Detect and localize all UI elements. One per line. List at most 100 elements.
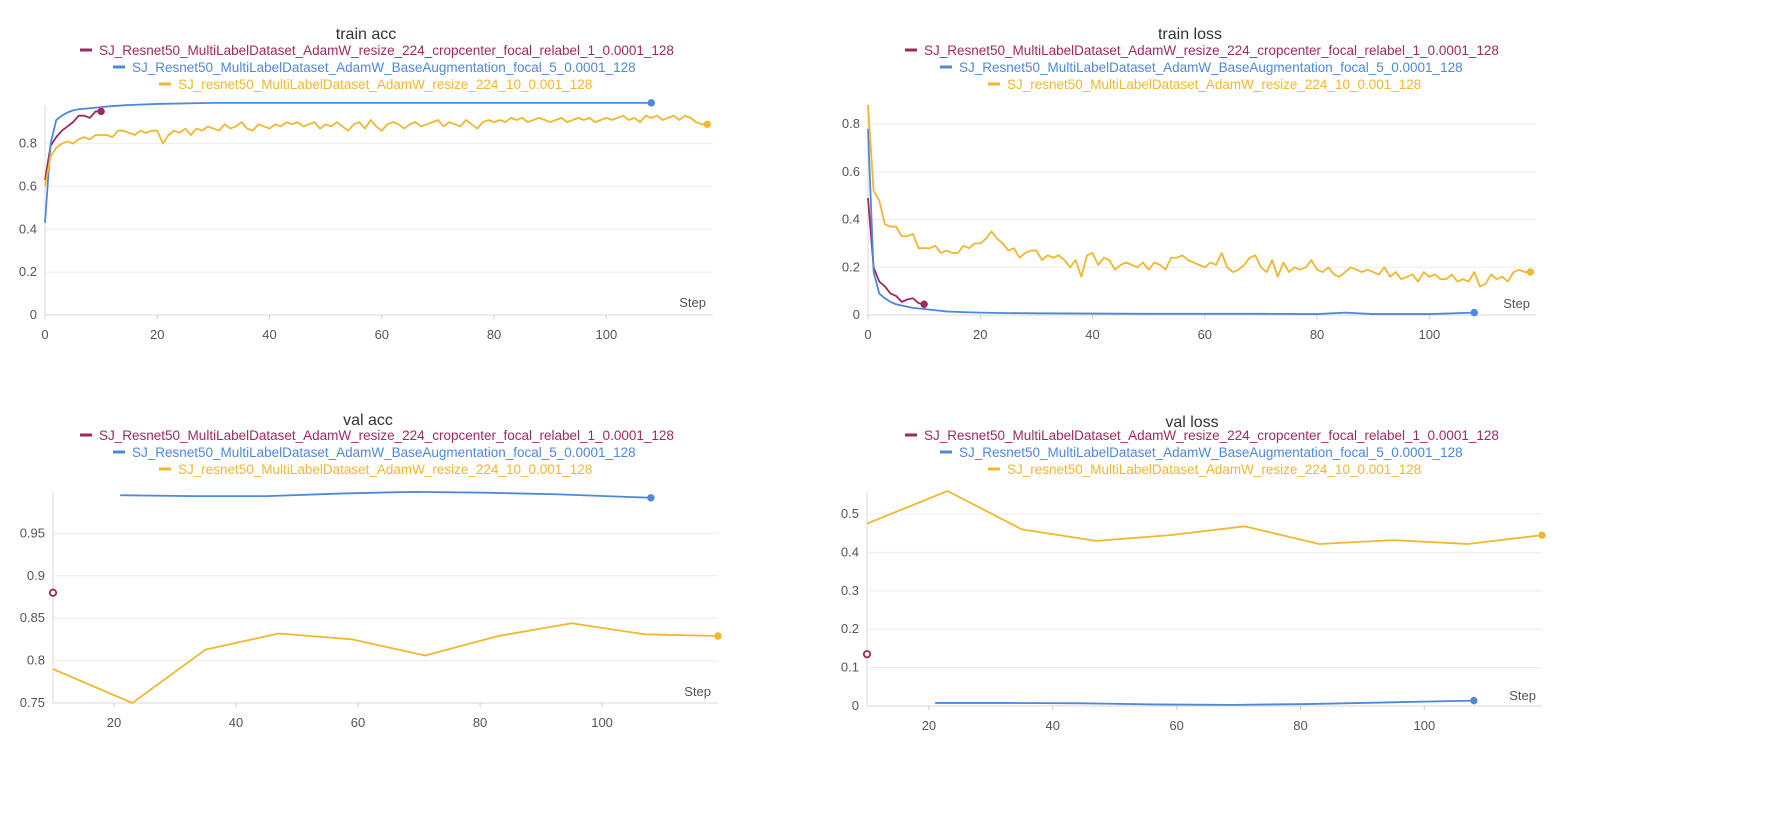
x-tick-label: 0 [41,327,48,342]
y-tick-label: 0.9 [27,568,45,583]
x-tick-label: 60 [1169,718,1183,733]
legend-label: SJ_Resnet50_MultiLabelDataset_AdamW_resi… [99,43,674,58]
legend-entry[interactable]: SJ_Resnet50_MultiLabelDataset_AdamW_Base… [940,60,1463,75]
series-line[interactable] [120,490,651,499]
legend-label: SJ_Resnet50_MultiLabelDataset_AdamW_Base… [959,60,1463,75]
x-tick-label: 80 [487,327,501,342]
chart-title: train acc [336,26,396,43]
x-tick-label: 20 [150,327,164,342]
y-tick-label: 0.2 [841,621,859,636]
chart-title: val loss [1165,414,1218,431]
y-tick-label: 0.6 [19,178,37,193]
x-tick-label: 40 [262,327,276,342]
x-tick-label: 40 [229,715,243,730]
series-end-point[interactable] [48,588,58,597]
y-tick-label: 0 [852,698,859,713]
legend-entry[interactable]: SJ_resnet50_MultiLabelDataset_AdamW_resi… [988,462,1421,477]
legend-label: SJ_resnet50_MultiLabelDataset_AdamW_resi… [178,77,592,92]
series-end-point[interactable] [97,107,105,116]
chart-panel-val-acc: val acc SJ_Resnet50_MultiLabelDataset_Ada… [0,400,887,836]
series-end-point[interactable] [1526,268,1535,276]
legend-label: SJ_resnet50_MultiLabelDataset_AdamW_resi… [1007,77,1421,92]
y-tick-label: 0.85 [20,610,45,625]
series-line[interactable] [867,104,1531,288]
series-end-point[interactable] [647,99,655,107]
x-tick-label: 60 [351,715,365,730]
x-tick-label: 80 [473,715,487,730]
legend-label: SJ_Resnet50_MultiLabelDataset_AdamW_Base… [132,60,636,75]
legend-entry[interactable]: SJ_Resnet50_MultiLabelDataset_AdamW_Base… [940,445,1463,460]
x-tick-label: 40 [1085,327,1099,342]
y-tick-label: 0 [30,307,37,322]
chart-title: val acc [343,412,393,429]
chart-panel-train-loss: train loss SJ_Resnet50_MultiLabelDataset_… [820,0,1774,418]
x-axis-label: Step [679,295,706,310]
legend-entry[interactable]: SJ_Resnet50_MultiLabelDataset_AdamW_resi… [905,43,1499,58]
legend-entry[interactable]: SJ_resnet50_MultiLabelDataset_AdamW_resi… [159,462,592,477]
series-end-point[interactable] [920,300,928,308]
x-tick-label: 20 [107,715,121,730]
y-tick-label: 0.8 [19,136,37,151]
chart-title: train loss [1158,26,1222,43]
series-end-point[interactable] [647,494,655,502]
legend-entry[interactable]: SJ_Resnet50_MultiLabelDataset_AdamW_Base… [113,445,636,460]
y-tick-label: 0.8 [27,653,45,668]
y-tick-label: 0.8 [842,116,860,131]
x-tick-label: 100 [595,327,617,342]
x-tick-label: 100 [1413,718,1435,733]
legend-label: SJ_Resnet50_MultiLabelDataset_AdamW_resi… [924,43,1499,58]
series-line[interactable] [867,197,925,306]
series-line[interactable] [866,490,1543,545]
legend-entry[interactable]: SJ_resnet50_MultiLabelDataset_AdamW_resi… [988,77,1421,92]
series-end-point[interactable] [714,632,722,640]
x-tick-label: 60 [375,327,389,342]
series-line[interactable] [52,622,719,704]
y-tick-label: 0.4 [842,212,860,227]
y-tick-label: 0.5 [841,506,859,521]
y-tick-label: 0.4 [19,221,37,236]
x-axis-label: Step [684,684,711,699]
x-tick-label: 60 [1198,327,1212,342]
y-tick-label: 0.6 [842,164,860,179]
x-tick-label: 100 [591,715,613,730]
y-tick-label: 0.1 [841,660,859,675]
x-tick-label: 80 [1293,718,1307,733]
y-tick-label: 0.75 [20,695,45,710]
series-line[interactable] [44,101,652,223]
x-tick-label: 20 [922,718,936,733]
legend-label: SJ_resnet50_MultiLabelDataset_AdamW_resi… [1007,462,1421,477]
series-end-point[interactable] [1470,308,1478,317]
legend-entry[interactable]: SJ_Resnet50_MultiLabelDataset_AdamW_Base… [113,60,636,75]
legend-entry[interactable]: SJ_Resnet50_MultiLabelDataset_AdamW_resi… [905,428,1499,443]
y-tick-label: 0.2 [19,264,37,279]
legend-entry[interactable]: SJ_resnet50_MultiLabelDataset_AdamW_resi… [159,77,592,92]
series-line[interactable] [935,699,1474,706]
y-tick-label: 0.4 [841,544,859,559]
series-line[interactable] [44,114,708,187]
legend-entry[interactable]: SJ_Resnet50_MultiLabelDataset_AdamW_resi… [80,43,674,58]
legend-entry[interactable]: SJ_Resnet50_MultiLabelDataset_AdamW_resi… [80,428,674,443]
x-tick-label: 0 [864,327,871,342]
y-tick-label: 0.2 [842,259,860,274]
chart-train-acc: train accSJ_Resnet50_MultiLabelDataset_A… [19,26,713,342]
series-end-point[interactable] [703,120,712,128]
x-tick-label: 20 [973,327,987,342]
series-end-point[interactable] [1470,696,1478,705]
y-tick-label: 0.95 [20,525,45,540]
y-tick-label: 0 [853,307,860,322]
x-axis-label: Step [1509,688,1536,703]
x-axis-label: Step [1503,296,1530,311]
series-end-point[interactable] [862,650,872,659]
series-line[interactable] [44,110,102,181]
series-end-point[interactable] [1538,531,1546,539]
legend-label: SJ_Resnet50_MultiLabelDataset_AdamW_Base… [132,445,636,460]
chart-panel-val-loss: val loss SJ_Resnet50_MultiLabelDataset_Ad… [820,400,1774,836]
chart-val-acc: val accSJ_Resnet50_MultiLabelDataset_Ada… [20,412,722,730]
legend-label: SJ_resnet50_MultiLabelDataset_AdamW_resi… [178,462,592,477]
legend-label: SJ_Resnet50_MultiLabelDataset_AdamW_Base… [959,445,1463,460]
x-tick-label: 40 [1046,718,1060,733]
x-tick-label: 100 [1418,327,1440,342]
chart-train-loss: train lossSJ_Resnet50_MultiLabelDataset_… [842,26,1536,342]
series-line[interactable] [867,128,1475,315]
x-tick-label: 80 [1310,327,1324,342]
